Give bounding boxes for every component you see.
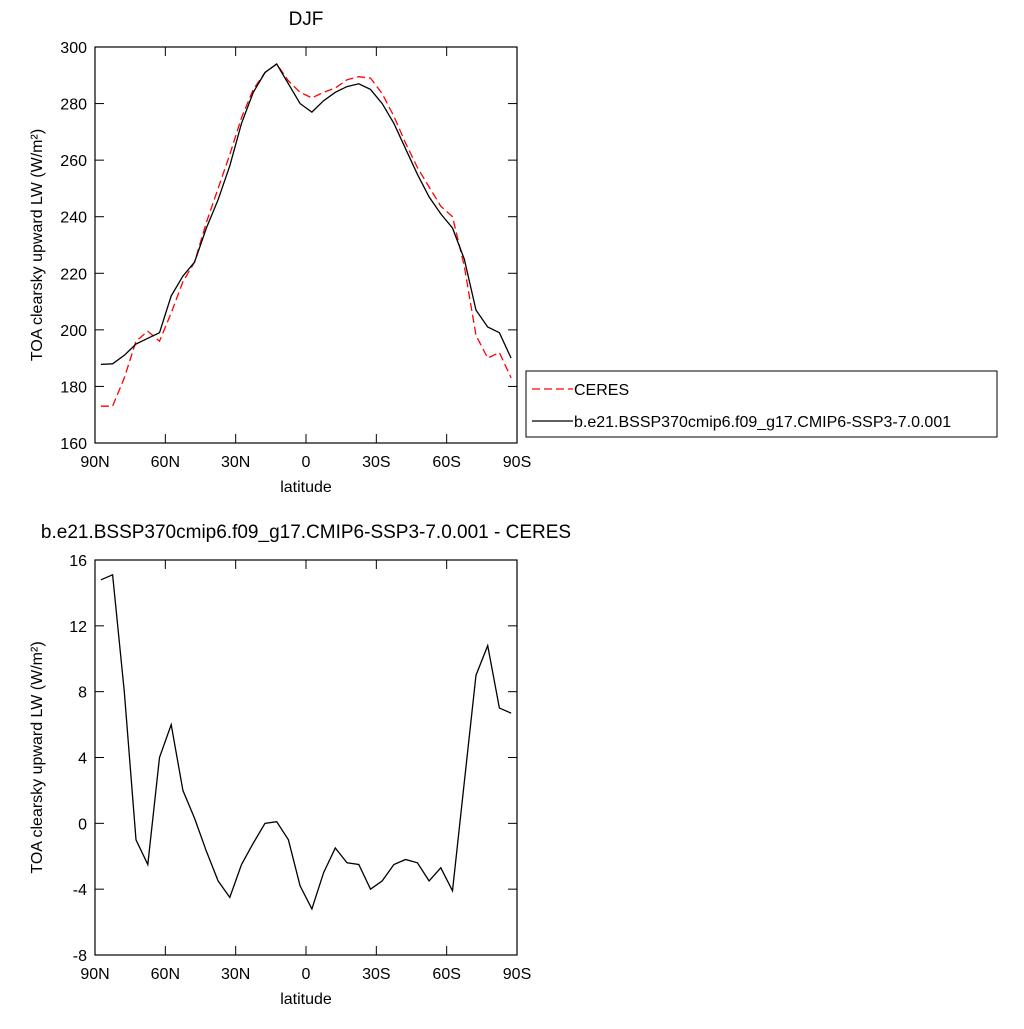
y-tick-label: 16: [69, 553, 87, 570]
y-tick-label: 240: [60, 210, 87, 227]
legend: CERES b.e21.BSSP370cmip6.f09_g17.CMIP6-SS…: [525, 370, 998, 438]
x-tick-label: 60S: [432, 454, 460, 471]
x-tick-label: 60S: [432, 966, 460, 983]
x-tick-label: 90S: [503, 966, 531, 983]
x-tick-label: 60N: [151, 454, 180, 471]
x-tick-label: 30N: [221, 454, 250, 471]
x-tick-label: 90N: [80, 454, 109, 471]
legend-label: CERES: [574, 382, 629, 399]
data-line: [100, 573, 512, 911]
plot-frame: [94, 559, 518, 956]
y-tick-label: 220: [60, 266, 87, 283]
x-tick-label: 30S: [362, 454, 390, 471]
y-tick-label: 200: [60, 323, 87, 340]
legend-label: b.e21.BSSP370cmip6.f09_g17.CMIP6-SSP3-7.…: [574, 414, 951, 431]
x-tick-label: 90S: [503, 454, 531, 471]
chart-title: DJF: [289, 9, 324, 30]
x-tick-label: 60N: [151, 966, 180, 983]
y-tick-label: 280: [60, 97, 87, 114]
y-tick-label: 180: [60, 379, 87, 396]
x-tick-label: 0: [302, 966, 311, 983]
data-line: [100, 63, 512, 407]
y-tick-label: 12: [69, 619, 87, 636]
plot-frame: [94, 46, 518, 444]
x-axis-label: latitude: [280, 479, 332, 496]
x-tick-label: 30S: [362, 966, 390, 983]
y-tick-label: 300: [60, 40, 87, 57]
y-tick-label: 8: [78, 685, 87, 702]
legend-box: [525, 370, 998, 438]
y-tick-label: 260: [60, 153, 87, 170]
y-tick-label: -4: [73, 882, 87, 899]
y-axis-label: TOA clearsky upward LW (W/m²): [29, 129, 46, 361]
x-tick-label: 30N: [221, 966, 250, 983]
chart-title: b.e21.BSSP370cmip6.f09_g17.CMIP6-SSP3-7.…: [41, 522, 571, 543]
y-axis-label: TOA clearsky upward LW (W/m²): [29, 641, 46, 873]
y-tick-label: -8: [73, 948, 87, 965]
y-tick-label: 160: [60, 436, 87, 453]
x-axis-label: latitude: [280, 991, 332, 1008]
y-tick-label: 0: [78, 816, 87, 833]
x-tick-label: 0: [302, 454, 311, 471]
data-line: [100, 63, 512, 366]
x-tick-label: 90N: [80, 966, 109, 983]
y-tick-label: 4: [78, 751, 87, 768]
